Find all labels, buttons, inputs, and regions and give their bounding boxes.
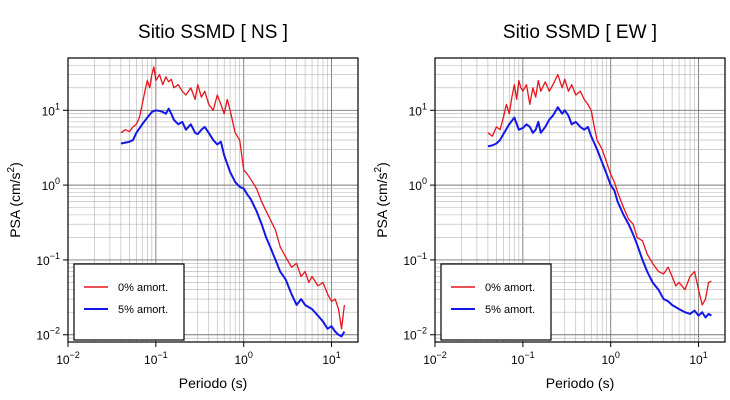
x-tick-base: 10: [322, 353, 336, 367]
grid: [67, 57, 359, 343]
x-tick-label: 101: [689, 350, 707, 367]
legend-box: [73, 263, 185, 341]
x-tick-exponent: −2: [437, 350, 447, 360]
y-axis-label-main: PSA (cm/s: [7, 172, 23, 237]
x-tick-base: 10: [602, 353, 616, 367]
x-tick-label: 10−1: [511, 350, 535, 367]
x-axis-label: Periodo (s): [179, 375, 247, 391]
x-tick-label: 10−1: [144, 350, 168, 367]
y-tick-label: 101: [42, 101, 60, 118]
y-tick-base: 10: [36, 254, 50, 268]
legend: 0% amort. 5% amort.: [73, 263, 185, 341]
y-tick-base: 10: [403, 254, 417, 268]
plot-frame: [67, 57, 359, 343]
x-tick-base: 10: [511, 353, 525, 367]
chart-panel-ew: Sitio SSMD [ EW ]10−2 10−1 100 10110−210−11…: [373, 22, 726, 391]
y-tick-exponent: 1: [55, 101, 60, 111]
series-line-damping-5: [120, 107, 346, 338]
y-axis-label-sup: 2: [6, 166, 17, 172]
y-tick-label: 10−2: [36, 326, 60, 343]
y-axis-label-main: PSA (cm/s: [374, 172, 390, 237]
x-tick-label: 100: [602, 350, 620, 367]
y-tick-label: 10−1: [403, 251, 427, 268]
y-tick-exponent: −1: [50, 251, 60, 261]
x-tick-exponent: −1: [524, 350, 534, 360]
y-tick-exponent: −2: [50, 326, 60, 336]
series-line-damping-0: [120, 66, 346, 330]
x-axis-label: Periodo (s): [546, 375, 614, 391]
y-tick-base: 10: [42, 179, 56, 193]
x-tick-exponent: 1: [703, 350, 708, 360]
x-tick-label: 10−2: [423, 350, 447, 367]
y-tick-label: 10−2: [403, 326, 427, 343]
plot-frame: [434, 57, 726, 343]
x-tick-label: 10−2: [56, 350, 80, 367]
x-tick-exponent: 0: [248, 350, 253, 360]
legend: 0% amort. 5% amort.: [440, 263, 552, 341]
y-tick-base: 10: [42, 104, 56, 118]
y-axis-label: PSA (cm/s2): [6, 162, 23, 238]
y-axis-label-sup: 2: [373, 166, 384, 172]
x-tick-exponent: 1: [336, 350, 341, 360]
x-tick-base: 10: [423, 353, 437, 367]
y-tick-base: 10: [409, 179, 423, 193]
series-group: [120, 66, 346, 338]
x-tick-base: 10: [56, 353, 70, 367]
y-axis-label: PSA (cm/s2): [373, 162, 390, 238]
series-line-damping-0: [487, 73, 712, 306]
chart-panel-ns: Sitio SSMD [ NS ]10−2 10−1 100 10110−210−11…: [6, 22, 359, 391]
y-tick-label: 100: [409, 176, 427, 193]
x-tick-exponent: −2: [70, 350, 80, 360]
y-tick-base: 10: [36, 329, 50, 343]
x-tick-label: 101: [322, 350, 340, 367]
series-group: [487, 73, 712, 319]
y-tick-label: 100: [42, 176, 60, 193]
legend-label: 5% amort.: [485, 304, 535, 316]
y-tick-label: 101: [409, 101, 427, 118]
y-tick-exponent: 1: [422, 101, 427, 111]
series-line-damping-5: [487, 106, 712, 319]
y-tick-label: 10−1: [36, 251, 60, 268]
y-axis-label-close: ): [374, 162, 390, 167]
chart-title: Sitio SSMD [ EW ]: [503, 22, 657, 43]
y-tick-exponent: 0: [55, 176, 60, 186]
y-tick-base: 10: [403, 329, 417, 343]
x-tick-base: 10: [235, 353, 249, 367]
x-tick-base: 10: [689, 353, 703, 367]
x-tick-exponent: 0: [615, 350, 620, 360]
legend-label: 0% amort.: [485, 282, 535, 294]
chart-title: Sitio SSMD [ NS ]: [138, 22, 288, 43]
y-axis-label-close: ): [7, 162, 23, 167]
x-tick-label: 100: [235, 350, 253, 367]
y-tick-base: 10: [409, 104, 423, 118]
y-tick-exponent: −1: [417, 251, 427, 261]
legend-label: 0% amort.: [118, 282, 168, 294]
x-tick-exponent: −1: [157, 350, 167, 360]
y-tick-exponent: 0: [422, 176, 427, 186]
legend-box: [440, 263, 552, 341]
legend-label: 5% amort.: [118, 304, 168, 316]
x-tick-base: 10: [144, 353, 158, 367]
y-tick-exponent: −2: [417, 326, 427, 336]
